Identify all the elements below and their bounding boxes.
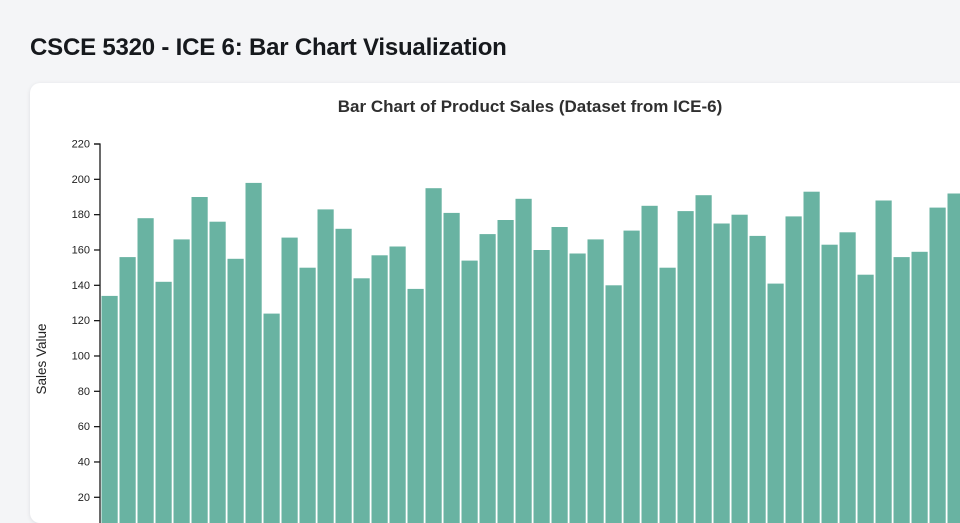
bar [570, 254, 586, 523]
bar-chart: 220 200 180 160 140 120 100 80 60 40 20 Sales Valu… [30, 83, 960, 523]
bar [228, 259, 244, 523]
bar [552, 227, 568, 523]
bar [408, 289, 424, 523]
bar [174, 239, 190, 523]
bar [858, 275, 874, 523]
bar [876, 201, 892, 523]
bar [606, 285, 622, 523]
bar [192, 197, 208, 523]
bar [912, 252, 928, 523]
y-tick-label: 80 [78, 386, 90, 398]
bar [768, 284, 784, 523]
y-tick-label: 60 [78, 421, 90, 433]
bar [246, 183, 262, 523]
bar [516, 199, 532, 523]
bar [822, 245, 838, 523]
bar [354, 278, 370, 523]
bar [498, 220, 514, 523]
bar [300, 268, 316, 523]
bar [588, 239, 604, 523]
bar [480, 234, 496, 523]
bar [444, 213, 460, 523]
bar [264, 314, 280, 523]
y-axis: 220 200 180 160 140 120 100 80 60 40 20 [72, 139, 100, 523]
bar [336, 229, 352, 523]
y-tick-label: 200 [72, 174, 90, 186]
bar [948, 194, 960, 523]
y-axis-label: Sales Value [34, 323, 49, 394]
bar [696, 195, 712, 523]
y-tick-label: 160 [72, 244, 90, 256]
y-tick-label: 120 [72, 315, 90, 327]
y-tick-label: 220 [72, 139, 90, 151]
y-tick-label: 40 [78, 456, 90, 468]
y-tick-label: 20 [78, 492, 90, 504]
bar [930, 208, 946, 523]
bar [282, 238, 298, 523]
y-axis-line [94, 144, 100, 523]
bar [156, 282, 172, 523]
bar [714, 224, 730, 523]
bar [102, 296, 118, 523]
bar [210, 222, 226, 523]
y-tick-label: 140 [72, 280, 90, 292]
bar [786, 216, 802, 523]
bar [894, 257, 910, 523]
bar [390, 247, 406, 523]
page-title: CSCE 5320 - ICE 6: Bar Chart Visualizati… [30, 34, 507, 62]
chart-card: Bar Chart of Product Sales (Dataset from… [30, 83, 960, 523]
bar [642, 206, 658, 523]
bar [804, 192, 820, 523]
y-tick-label: 180 [72, 209, 90, 221]
bar [732, 215, 748, 523]
y-tick-label: 100 [72, 350, 90, 362]
bar [624, 231, 640, 523]
bar [534, 250, 550, 523]
bar [318, 209, 334, 523]
bar [426, 188, 442, 523]
bar [138, 218, 154, 523]
bar [120, 257, 136, 523]
bar [660, 268, 676, 523]
bar [750, 236, 766, 523]
bar [372, 255, 388, 523]
bar [678, 211, 694, 523]
bar [462, 261, 478, 523]
bar [840, 232, 856, 523]
bars-group [102, 183, 960, 523]
